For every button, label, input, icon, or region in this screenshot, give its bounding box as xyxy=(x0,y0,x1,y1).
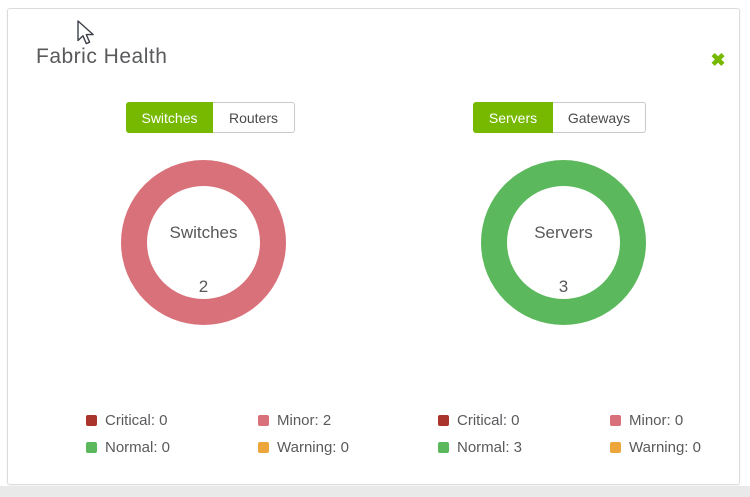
warning-swatch xyxy=(258,441,269,453)
servers-donut-label: Servers xyxy=(534,223,593,242)
window-bottom-edge xyxy=(0,486,750,497)
legend-text: Minor: 0 xyxy=(629,411,684,429)
servers-donut-value: 3 xyxy=(558,277,569,296)
critical-swatch xyxy=(438,414,449,426)
servers-donut-chart: Servers 3 xyxy=(481,160,646,325)
dialog-title: Fabric Health xyxy=(36,45,168,68)
legend-text: Critical: 0 xyxy=(105,411,168,429)
legend-item-normal: Normal: 3 xyxy=(438,438,610,456)
legend-item-warning: Warning: 0 xyxy=(258,438,349,456)
close-icon[interactable]: ✖ xyxy=(710,50,726,70)
legend-text: Warning: 0 xyxy=(629,438,701,456)
legend-item-normal: Normal: 0 xyxy=(86,438,258,456)
toggle-servers-button[interactable]: Servers xyxy=(473,102,553,133)
legend-item-critical: Critical: 0 xyxy=(438,411,610,429)
legend-item-minor: Minor: 0 xyxy=(610,411,701,429)
switches-donut-value: 2 xyxy=(198,277,209,296)
legend-text: Critical: 0 xyxy=(457,411,520,429)
switches-legend: Critical: 0 Minor: 2 Normal: 0 Warning: … xyxy=(86,411,349,456)
switches-routers-toggle: Switches Routers xyxy=(126,102,295,133)
legend-text: Warning: 0 xyxy=(277,438,349,456)
critical-swatch xyxy=(86,414,97,426)
normal-swatch xyxy=(438,441,449,453)
legend-text: Minor: 2 xyxy=(277,411,332,429)
fabric-health-dialog: Fabric Health ✖ Switches Routers Servers… xyxy=(7,8,740,485)
minor-swatch xyxy=(258,414,269,426)
servers-legend: Critical: 0 Minor: 0 Normal: 3 Warning: … xyxy=(438,411,701,456)
servers-gateways-toggle: Servers Gateways xyxy=(473,102,646,133)
warning-swatch xyxy=(610,441,621,453)
minor-swatch xyxy=(610,414,621,426)
legend-item-warning: Warning: 0 xyxy=(610,438,701,456)
legend-item-minor: Minor: 2 xyxy=(258,411,349,429)
legend-item-critical: Critical: 0 xyxy=(86,411,258,429)
switches-donut-hole: Switches 2 xyxy=(147,186,260,299)
legend-text: Normal: 3 xyxy=(457,438,523,456)
toggle-gateways-button[interactable]: Gateways xyxy=(553,102,646,133)
toggle-switches-button[interactable]: Switches xyxy=(126,102,213,133)
switches-donut-label: Switches xyxy=(169,223,238,242)
servers-donut-hole: Servers 3 xyxy=(507,186,620,299)
switches-donut-chart: Switches 2 xyxy=(121,160,286,325)
normal-swatch xyxy=(86,441,97,453)
toggle-routers-button[interactable]: Routers xyxy=(213,102,295,133)
legend-text: Normal: 0 xyxy=(105,438,171,456)
